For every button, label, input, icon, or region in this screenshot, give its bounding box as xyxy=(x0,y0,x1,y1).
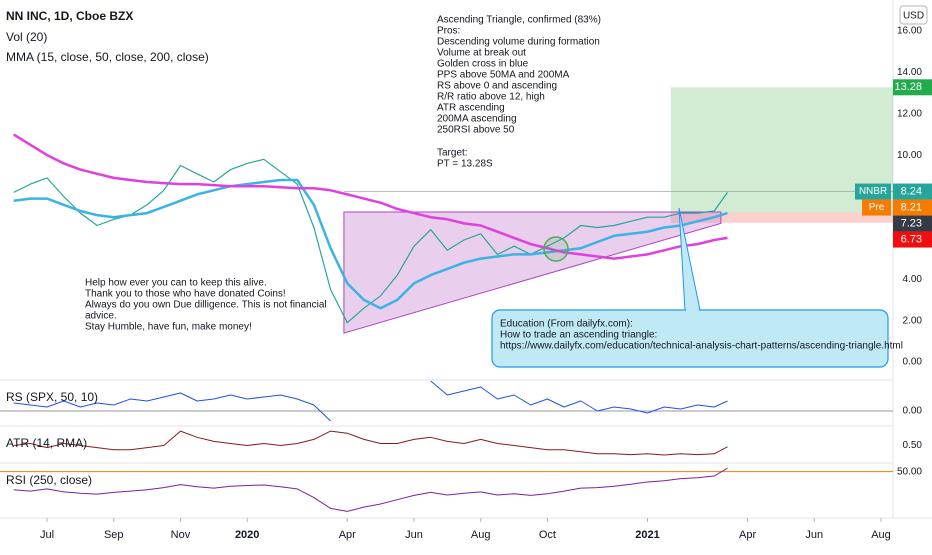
indicator-title: ATR (14, RMA) xyxy=(6,436,87,450)
tag-name: NNBR xyxy=(859,186,887,197)
y-tick-label: 0.00 xyxy=(903,406,923,417)
y-tick-label: 4.00 xyxy=(903,274,923,285)
stop-zone xyxy=(670,212,893,223)
tag-name-box xyxy=(862,199,891,216)
x-tick-label: Jun xyxy=(405,529,423,541)
note-line: Volume at break out xyxy=(437,48,526,59)
x-tick-label: Apr xyxy=(739,529,756,541)
price-tag xyxy=(893,79,932,96)
tag-name: Pre xyxy=(869,202,885,213)
note-line: R/R ratio above 12, high xyxy=(437,92,545,103)
note-line: ATR ascending xyxy=(437,103,505,114)
note-line: RS above 0 and ascending xyxy=(437,81,557,92)
y-tick-label: 50.00 xyxy=(897,466,922,477)
x-tick-label: Apr xyxy=(339,529,356,541)
y-tick-label: 12.00 xyxy=(897,108,922,119)
x-tick-label: Jun xyxy=(805,529,823,541)
price-tag-label: 7.23 xyxy=(901,217,922,229)
y-tick-label: 14.00 xyxy=(897,67,922,78)
triangle-pattern xyxy=(343,211,722,334)
tag-name-box xyxy=(855,183,891,200)
price-tag-label: 6.73 xyxy=(901,233,922,245)
y-tick-label: 0.00 xyxy=(903,357,923,368)
note-line: 200MA ascending xyxy=(437,114,517,125)
help-line: advice. xyxy=(85,311,117,322)
note-line: Target: xyxy=(437,148,468,159)
note-line: Pros: xyxy=(437,26,460,37)
price-tag-label: 8.21 xyxy=(901,201,922,213)
note-line: PT = 13.28S xyxy=(437,159,493,170)
price-tag xyxy=(893,183,932,200)
note-line: Descending volume during formation xyxy=(437,37,600,48)
highlight-circle xyxy=(543,236,569,262)
indicator-title: RS (SPX, 50, 10) xyxy=(6,390,98,404)
x-tick-label: Sep xyxy=(104,529,124,541)
help-line: Thank you to those who have donated Coin… xyxy=(85,289,286,300)
help-line: Stay Humble, have fun, make money! xyxy=(85,322,252,333)
currency[interactable]: USD xyxy=(903,11,924,22)
price-tag-label: 8.24 xyxy=(901,185,922,197)
symbol-title: NN INC, 1D, Cboe BZX xyxy=(6,9,133,23)
price-tag xyxy=(893,215,932,232)
mma-legend: MMA (15, close, 50, close, 200, close) xyxy=(6,50,209,64)
series-line xyxy=(13,380,728,422)
series-line xyxy=(13,430,728,456)
volume-legend: Vol (20) xyxy=(6,30,47,44)
education-line: https://www.dailyfx.com/education/techni… xyxy=(500,341,903,352)
indicator-title: RSI (250, close) xyxy=(6,473,92,487)
note-line: Ascending Triangle, confirmed (83%) xyxy=(437,15,601,26)
x-tick-label: 2020 xyxy=(235,529,259,541)
note-line: PPS above 50MA and 200MA xyxy=(437,70,570,81)
y-tick-label: 0.50 xyxy=(903,440,923,451)
callout-pointer xyxy=(678,207,701,311)
series-line xyxy=(13,178,728,310)
series-line xyxy=(13,467,728,512)
price-tag-label: 13.28 xyxy=(894,81,922,93)
x-tick-label: Oct xyxy=(539,529,556,541)
y-tick-label: 2.00 xyxy=(903,315,923,326)
x-tick-label: Aug xyxy=(871,529,891,541)
education-line: How to trade an ascending triangle: xyxy=(500,330,657,341)
price-tag xyxy=(893,231,932,248)
plot-layer xyxy=(0,87,893,512)
x-tick-label: 2021 xyxy=(635,529,659,541)
y-tick-label: 10.00 xyxy=(897,150,922,161)
pointer-cover xyxy=(686,309,699,312)
note-line: Golden cross in blue xyxy=(437,59,529,70)
note-line: 250RSI above 50 xyxy=(437,125,515,136)
series-line xyxy=(13,158,728,324)
help-line: Help how ever you can to keep this alive… xyxy=(85,278,267,289)
x-tick-label: Nov xyxy=(171,529,191,541)
help-line: Always do you own Due dilligence. This i… xyxy=(85,300,327,311)
currency-box[interactable] xyxy=(899,5,928,25)
y-tick-label: 16.00 xyxy=(897,26,922,37)
x-tick-label: Aug xyxy=(471,529,491,541)
price-tag xyxy=(893,199,932,216)
education-line: Education (From dailyfx.com): xyxy=(500,319,633,330)
x-tick-label: Jul xyxy=(40,529,54,541)
series-line xyxy=(13,133,728,260)
